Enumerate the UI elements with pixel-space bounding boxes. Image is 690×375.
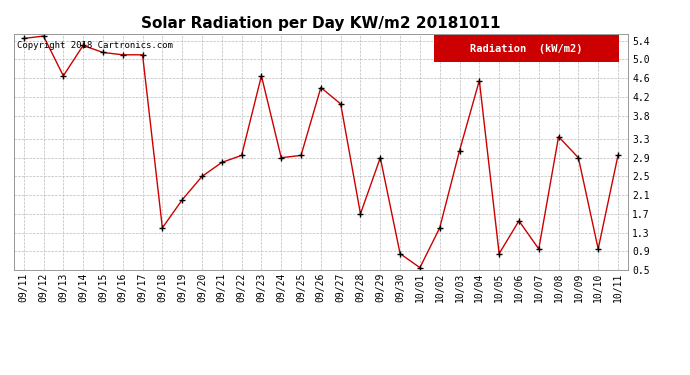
Title: Solar Radiation per Day KW/m2 20181011: Solar Radiation per Day KW/m2 20181011 xyxy=(141,16,501,31)
Text: Copyright 2018 Cartronics.com: Copyright 2018 Cartronics.com xyxy=(17,41,172,50)
